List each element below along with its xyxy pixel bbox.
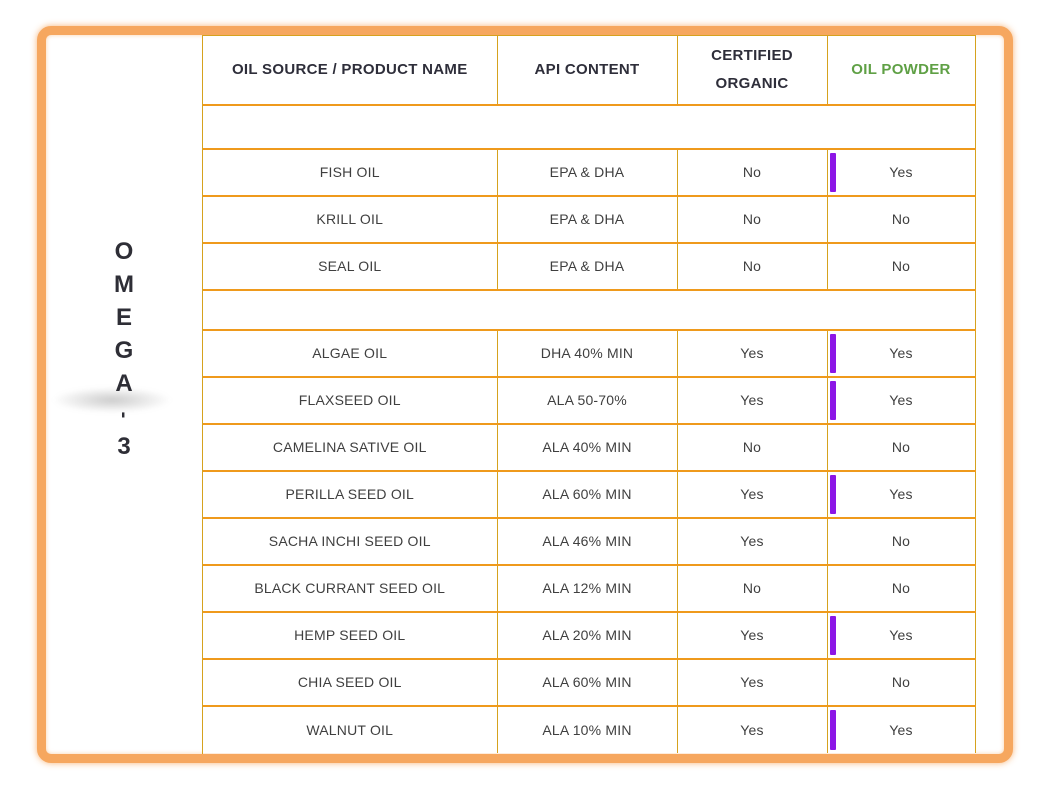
- oil-name-cell: ALGAE OIL: [203, 329, 497, 378]
- omega3-letter: M: [114, 271, 134, 298]
- table-row: HEMP SEED OIL ALA 20% MIN Yes Yes: [203, 611, 975, 660]
- oil-name-cell: SACHA INCHI SEED OIL: [203, 517, 497, 566]
- api-content-cell: EPA & DHA: [496, 195, 677, 244]
- table-row: SACHA INCHI SEED OIL ALA 46% MIN Yes No: [203, 517, 975, 566]
- oil-name-cell: SEAL OIL: [203, 242, 497, 291]
- oil-name-cell: CHIA SEED OIL: [203, 658, 497, 707]
- oil-table: OIL SOURCE / PRODUCT NAME API CONTENT CE…: [203, 35, 976, 753]
- oil-powder-cell: No: [826, 423, 975, 472]
- table-row: PERILLA SEED OIL ALA 60% MIN Yes Yes: [203, 470, 975, 519]
- powder-highlight-bar: [829, 709, 836, 750]
- powder-highlight-bar: [829, 474, 836, 514]
- api-content-cell: DHA 40% MIN: [496, 329, 677, 378]
- oil-powder-cell: No: [826, 195, 975, 244]
- oil-powder-cell: No: [826, 242, 975, 291]
- oil-name-cell: FISH OIL: [203, 148, 497, 197]
- oil-powder-cell: Yes: [826, 705, 975, 753]
- certified-organic-cell: No: [676, 423, 827, 472]
- oil-name-cell: KRILL OIL: [203, 195, 497, 244]
- api-content-cell: ALA 12% MIN: [496, 564, 677, 613]
- certified-organic-cell: No: [676, 564, 827, 613]
- table-row: KRILL OIL EPA & DHA No No: [203, 195, 975, 244]
- oil-name-cell: HEMP SEED OIL: [203, 611, 497, 660]
- api-content-cell: ALA 40% MIN: [496, 423, 677, 472]
- table-row: CAMELINA SATIVE OIL ALA 40% MIN No No: [203, 423, 975, 472]
- oil-powder-cell: No: [826, 564, 975, 613]
- api-content-cell: ALA 20% MIN: [496, 611, 677, 660]
- table-row: FISH OIL EPA & DHA No Yes: [203, 148, 975, 197]
- api-content-cell: ALA 46% MIN: [496, 517, 677, 566]
- powder-highlight-bar: [829, 333, 836, 373]
- oil-powder-cell: Yes: [826, 470, 975, 519]
- col-header-api-content: API CONTENT: [496, 35, 677, 106]
- omega3-letter: E: [115, 304, 132, 331]
- spacer-row: [203, 104, 975, 150]
- api-content-cell: ALA 60% MIN: [496, 658, 677, 707]
- oil-powder-cell: Yes: [826, 376, 975, 425]
- table-row: SEAL OIL EPA & DHA No No: [203, 242, 975, 291]
- oil-name-cell: WALNUT OIL: [306, 721, 394, 738]
- table-row: BLACK CURRANT SEED OIL ALA 12% MIN No No: [203, 564, 975, 613]
- table-row: ALGAE OIL DHA 40% MIN Yes Yes: [203, 329, 975, 378]
- header-row: OIL SOURCE / PRODUCT NAME API CONTENT CE…: [203, 35, 975, 106]
- oil-name-cell: BLACK CURRANT SEED OIL: [203, 564, 497, 613]
- col-header-certified-organic: CERTIFIED ORGANIC: [676, 35, 827, 106]
- api-content-cell: ALA 50-70%: [496, 376, 677, 425]
- oil-name-cell: PERILLA SEED OIL: [203, 470, 497, 519]
- oil-table-body: FISH OIL EPA & DHA No Yes KRILL OIL EPA & DHA…: [203, 104, 975, 753]
- certified-organic-cell: Yes: [676, 705, 827, 753]
- table-row: FLAXSEED OIL ALA 50-70% Yes Yes: [203, 376, 975, 425]
- api-content-cell: ALA 60% MIN: [496, 470, 677, 519]
- oil-table-header: OIL SOURCE / PRODUCT NAME API CONTENT CE…: [203, 35, 975, 106]
- oil-powder-cell: No: [826, 517, 975, 566]
- omega3-letter: 3: [117, 433, 131, 460]
- omega3-letter: A: [115, 370, 133, 397]
- omega3-letter: G: [114, 337, 134, 364]
- api-content-cell: EPA & DHA: [496, 242, 677, 291]
- powder-highlight-bar: [829, 152, 836, 192]
- certified-organic-cell: Yes: [676, 611, 827, 660]
- powder-highlight-bar: [829, 380, 836, 420]
- certified-organic-cell: Yes: [676, 376, 827, 425]
- spacer-row: [203, 289, 975, 331]
- table-row: WALNUT OIL ALA 10% MIN Yes Yes: [203, 705, 975, 753]
- certified-organic-cell: Yes: [676, 329, 827, 378]
- powder-highlight-bar: [829, 615, 836, 655]
- certified-organic-cell: No: [676, 242, 827, 291]
- oil-powder-cell: Yes: [826, 148, 975, 197]
- oil-powder-cell: Yes: [826, 611, 975, 660]
- certified-organic-cell: No: [676, 148, 827, 197]
- omega3-letter: O: [114, 238, 134, 265]
- omega3-letter: -: [113, 411, 135, 419]
- col-header-oil-source: OIL SOURCE / PRODUCT NAME: [203, 35, 497, 106]
- table-row: CHIA SEED OIL ALA 60% MIN Yes No: [203, 658, 975, 707]
- certified-organic-cell: Yes: [676, 517, 827, 566]
- oil-name-cell: CAMELINA SATIVE OIL: [203, 423, 497, 472]
- oil-powder-cell: Yes: [826, 329, 975, 378]
- oil-powder-cell: No: [826, 658, 975, 707]
- oil-name-cell: FLAXSEED OIL: [203, 376, 497, 425]
- certified-organic-cell: Yes: [676, 658, 827, 707]
- spacer-cell: [203, 104, 975, 150]
- api-content-cell: ALA 10% MIN: [496, 705, 677, 753]
- certified-organic-cell: Yes: [676, 470, 827, 519]
- certified-organic-cell: No: [676, 195, 827, 244]
- api-content-cell: EPA & DHA: [496, 148, 677, 197]
- spacer-cell: [203, 289, 975, 331]
- col-header-oil-powder: OIL POWDER: [826, 35, 975, 106]
